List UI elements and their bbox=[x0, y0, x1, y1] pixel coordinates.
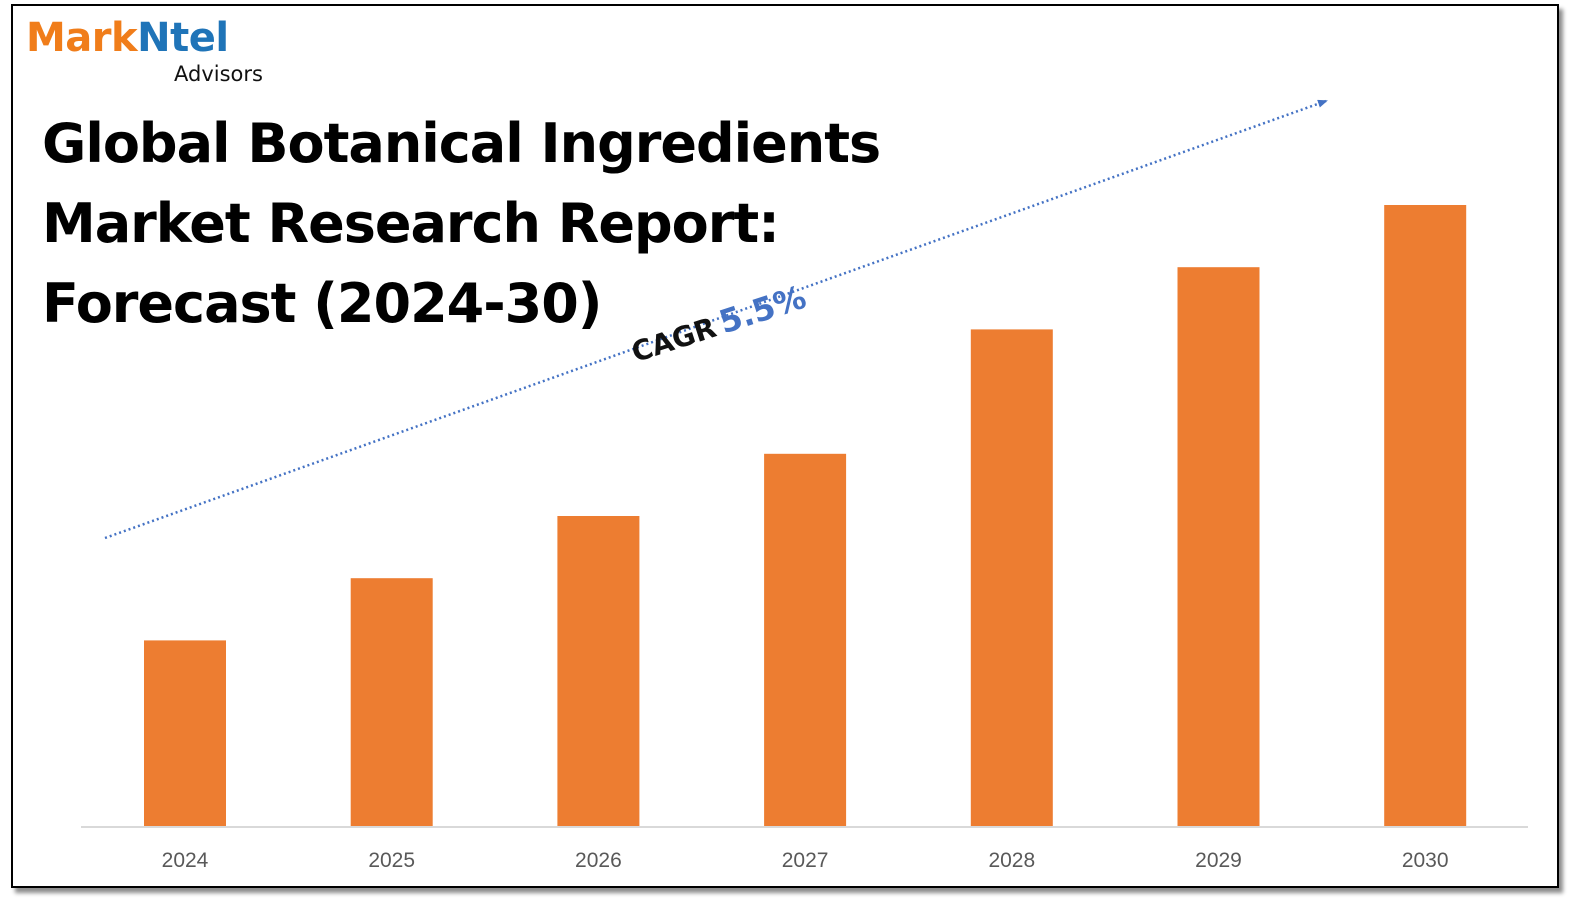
infographic-frame: MarkNtel Advisors Global Botanical Ingre… bbox=[11, 4, 1559, 888]
title-line-1: Global Botanical Ingredients bbox=[42, 112, 881, 175]
x-tick-label: 2027 bbox=[782, 849, 829, 872]
x-tick-label: 2029 bbox=[1195, 849, 1242, 872]
bar-2024 bbox=[144, 640, 226, 827]
logo-word-ntel: Ntel bbox=[137, 15, 229, 61]
bar-2029 bbox=[1177, 267, 1260, 827]
bar-2026 bbox=[557, 516, 640, 827]
x-tick-label: 2028 bbox=[988, 849, 1035, 872]
bar-2028 bbox=[970, 329, 1053, 827]
bar-2025 bbox=[350, 578, 433, 827]
x-tick-label: 2030 bbox=[1402, 849, 1449, 872]
logo-word-mark: Mark bbox=[26, 15, 138, 61]
page-title: Global Botanical Ingredients Market Rese… bbox=[42, 104, 881, 344]
logo-wordmark: MarkNtel bbox=[26, 14, 229, 62]
trend-arrow bbox=[104, 99, 1328, 540]
x-tick-label: 2024 bbox=[162, 849, 209, 872]
title-line-2: Market Research Report: bbox=[42, 192, 780, 255]
logo-subtitle: Advisors bbox=[174, 62, 263, 86]
x-axis-tick-labels: 2024 2025 2026 2027 2028 2029 2030 bbox=[162, 849, 1449, 872]
bar-2030 bbox=[1384, 205, 1467, 827]
bar-chart: 2024 2025 2026 2027 2028 2029 2030 bbox=[81, 99, 1528, 872]
bar-2027 bbox=[764, 453, 847, 827]
title-line-3: Forecast (2024-30) bbox=[42, 272, 602, 335]
x-tick-label: 2026 bbox=[575, 849, 622, 872]
marknetl-logo: MarkNtel Advisors bbox=[26, 14, 286, 94]
bar-series bbox=[144, 205, 1467, 827]
x-tick-label: 2025 bbox=[368, 849, 415, 872]
